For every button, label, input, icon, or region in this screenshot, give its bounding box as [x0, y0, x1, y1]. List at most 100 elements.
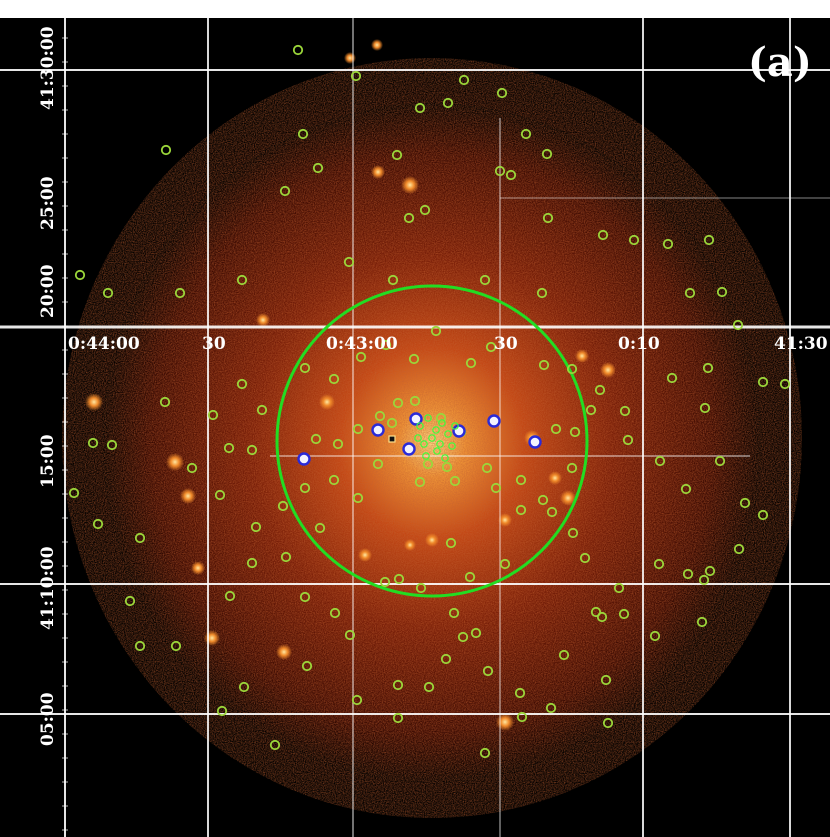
source-marker: [343, 256, 355, 268]
source-marker: [392, 397, 404, 409]
bright-source: [319, 394, 335, 410]
bright-source: [575, 349, 589, 363]
source-marker: [386, 417, 398, 429]
source-marker: [457, 631, 469, 643]
dec-label-2: 25:00: [38, 176, 58, 230]
source-marker: [174, 287, 186, 299]
source-marker: [464, 571, 476, 583]
source-marker: [246, 557, 258, 569]
source-marker: [597, 229, 609, 241]
coordinate-grid: [0, 18, 830, 837]
source-marker: [732, 319, 744, 331]
source-marker: [87, 437, 99, 449]
source-marker: [515, 474, 527, 486]
region-circle: [275, 284, 589, 598]
source-marker: [569, 426, 581, 438]
source-marker: [596, 611, 608, 623]
bright-source: [204, 630, 220, 646]
source-marker: [238, 681, 250, 693]
panel-label: (a): [748, 39, 812, 86]
source-marker: [409, 395, 421, 407]
highlighted-source: [409, 412, 423, 426]
source-marker: [482, 665, 494, 677]
core-source-marker: [444, 430, 452, 438]
highlighted-source: [297, 452, 311, 466]
source-marker: [567, 527, 579, 539]
source-marker: [214, 489, 226, 501]
source-marker: [207, 409, 219, 421]
source-marker: [170, 640, 182, 652]
core-source-marker: [451, 422, 459, 430]
source-marker: [594, 384, 606, 396]
source-markers: [68, 44, 791, 759]
source-marker: [159, 396, 171, 408]
source-marker: [542, 212, 554, 224]
highlighted-source: [487, 414, 501, 428]
source-marker: [430, 325, 442, 337]
source-marker: [408, 353, 420, 365]
source-marker: [344, 629, 356, 641]
source-marker: [494, 165, 506, 177]
ra-label-2: 30: [202, 334, 226, 354]
source-marker: [441, 461, 453, 473]
source-marker: [392, 712, 404, 724]
source-marker: [280, 551, 292, 563]
bright-source: [191, 561, 205, 575]
source-marker: [479, 274, 491, 286]
source-marker: [739, 497, 751, 509]
source-marker: [256, 404, 268, 416]
bright-source: [401, 176, 419, 194]
source-marker: [458, 74, 470, 86]
core-source-marker: [428, 434, 436, 442]
source-marker: [332, 438, 344, 450]
source-marker: [380, 339, 392, 351]
source-marker: [448, 607, 460, 619]
core-cluster: [414, 414, 459, 462]
dec-label-3: 20:00: [38, 264, 58, 318]
source-marker: [496, 87, 508, 99]
source-marker: [520, 128, 532, 140]
source-marker: [279, 185, 291, 197]
source-marker: [269, 739, 281, 751]
highlighted-source: [528, 435, 542, 449]
source-marker: [654, 455, 666, 467]
source-marker: [414, 102, 426, 114]
source-marker: [102, 287, 114, 299]
source-marker: [236, 378, 248, 390]
source-marker: [479, 747, 491, 759]
bright-source: [85, 393, 103, 411]
core-source-marker: [448, 442, 456, 450]
source-marker: [328, 373, 340, 385]
source-marker: [312, 162, 324, 174]
source-marker: [703, 234, 715, 246]
source-marker: [328, 474, 340, 486]
source-marker: [351, 694, 363, 706]
core-source-marker: [436, 440, 444, 448]
source-marker: [387, 274, 399, 286]
source-marker: [541, 148, 553, 160]
source-marker: [628, 234, 640, 246]
source-marker: [490, 482, 502, 494]
source-marker: [779, 378, 791, 390]
source-marker: [329, 607, 341, 619]
source-marker: [92, 518, 104, 530]
core-source-marker: [433, 447, 441, 455]
source-marker: [485, 341, 497, 353]
square-source: [388, 435, 396, 443]
ra-label-4: 30: [494, 334, 518, 354]
source-marker: [355, 351, 367, 363]
core-source-marker: [414, 434, 422, 442]
bright-source: [358, 548, 372, 562]
ra-label-3: 0:43:00: [326, 334, 398, 354]
core-source-marker: [438, 419, 446, 427]
bright-source: [371, 39, 383, 51]
source-marker: [393, 573, 405, 585]
source-marker: [733, 543, 745, 555]
source-marker: [435, 412, 447, 424]
source-marker: [546, 506, 558, 518]
source-marker: [391, 149, 403, 161]
source-marker: [613, 582, 625, 594]
source-marker: [538, 359, 550, 371]
source-marker: [292, 44, 304, 56]
noise-texture: [62, 58, 802, 818]
